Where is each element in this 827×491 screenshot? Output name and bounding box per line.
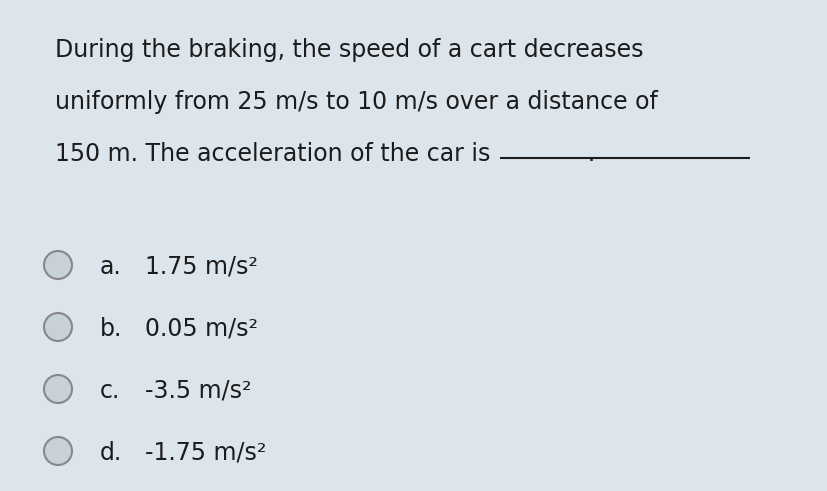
Text: c.: c. <box>100 379 120 403</box>
Text: -1.75 m/s²: -1.75 m/s² <box>145 441 266 465</box>
Circle shape <box>44 375 72 403</box>
Text: 0.05 m/s²: 0.05 m/s² <box>145 317 258 341</box>
Circle shape <box>44 313 72 341</box>
Text: 150 m. The acceleration of the car is             .: 150 m. The acceleration of the car is . <box>55 142 595 166</box>
Text: a.: a. <box>100 255 122 279</box>
Circle shape <box>44 251 72 279</box>
Text: 1.75 m/s²: 1.75 m/s² <box>145 255 257 279</box>
Text: d.: d. <box>100 441 122 465</box>
Text: b.: b. <box>100 317 122 341</box>
Circle shape <box>44 437 72 465</box>
Text: uniformly from 25 m/s to 10 m/s over a distance of: uniformly from 25 m/s to 10 m/s over a d… <box>55 90 657 114</box>
Text: During the braking, the speed of a cart decreases: During the braking, the speed of a cart … <box>55 38 643 62</box>
Text: -3.5 m/s²: -3.5 m/s² <box>145 379 251 403</box>
